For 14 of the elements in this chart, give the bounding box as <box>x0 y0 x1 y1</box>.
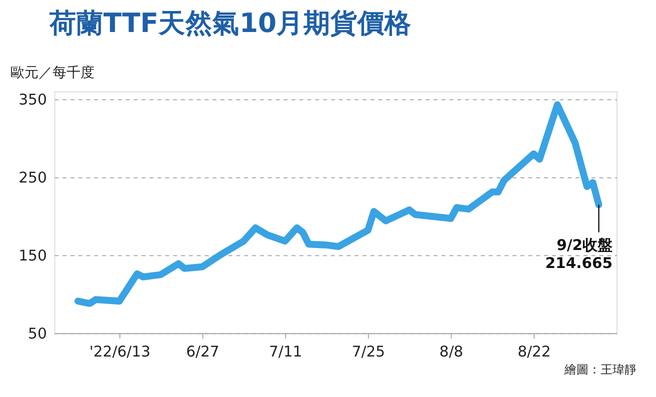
y-tick-label: 350 <box>18 92 47 109</box>
x-tick-label: 8/22 <box>518 343 551 360</box>
y-tick-label: 150 <box>18 248 47 265</box>
annotation: 9/2收盤 214.665 <box>545 237 613 272</box>
y-tick-label: 250 <box>18 170 47 187</box>
x-tick-label: '22/6/13 <box>89 343 150 360</box>
x-tick-label: 7/25 <box>352 343 386 360</box>
text: 繪圖：王瑋靜 <box>563 362 636 377</box>
x-tick-label: 7/11 <box>268 343 302 360</box>
x-tick-label: 6/27 <box>186 343 220 360</box>
chart-title: 荷蘭TTF天然氣10月期貨價格 <box>48 8 412 40</box>
y-tick-label: 50 <box>28 326 47 343</box>
x-tick-label: 8/8 <box>439 343 464 360</box>
y-axis-title: 歐元／每千度 <box>10 65 94 82</box>
